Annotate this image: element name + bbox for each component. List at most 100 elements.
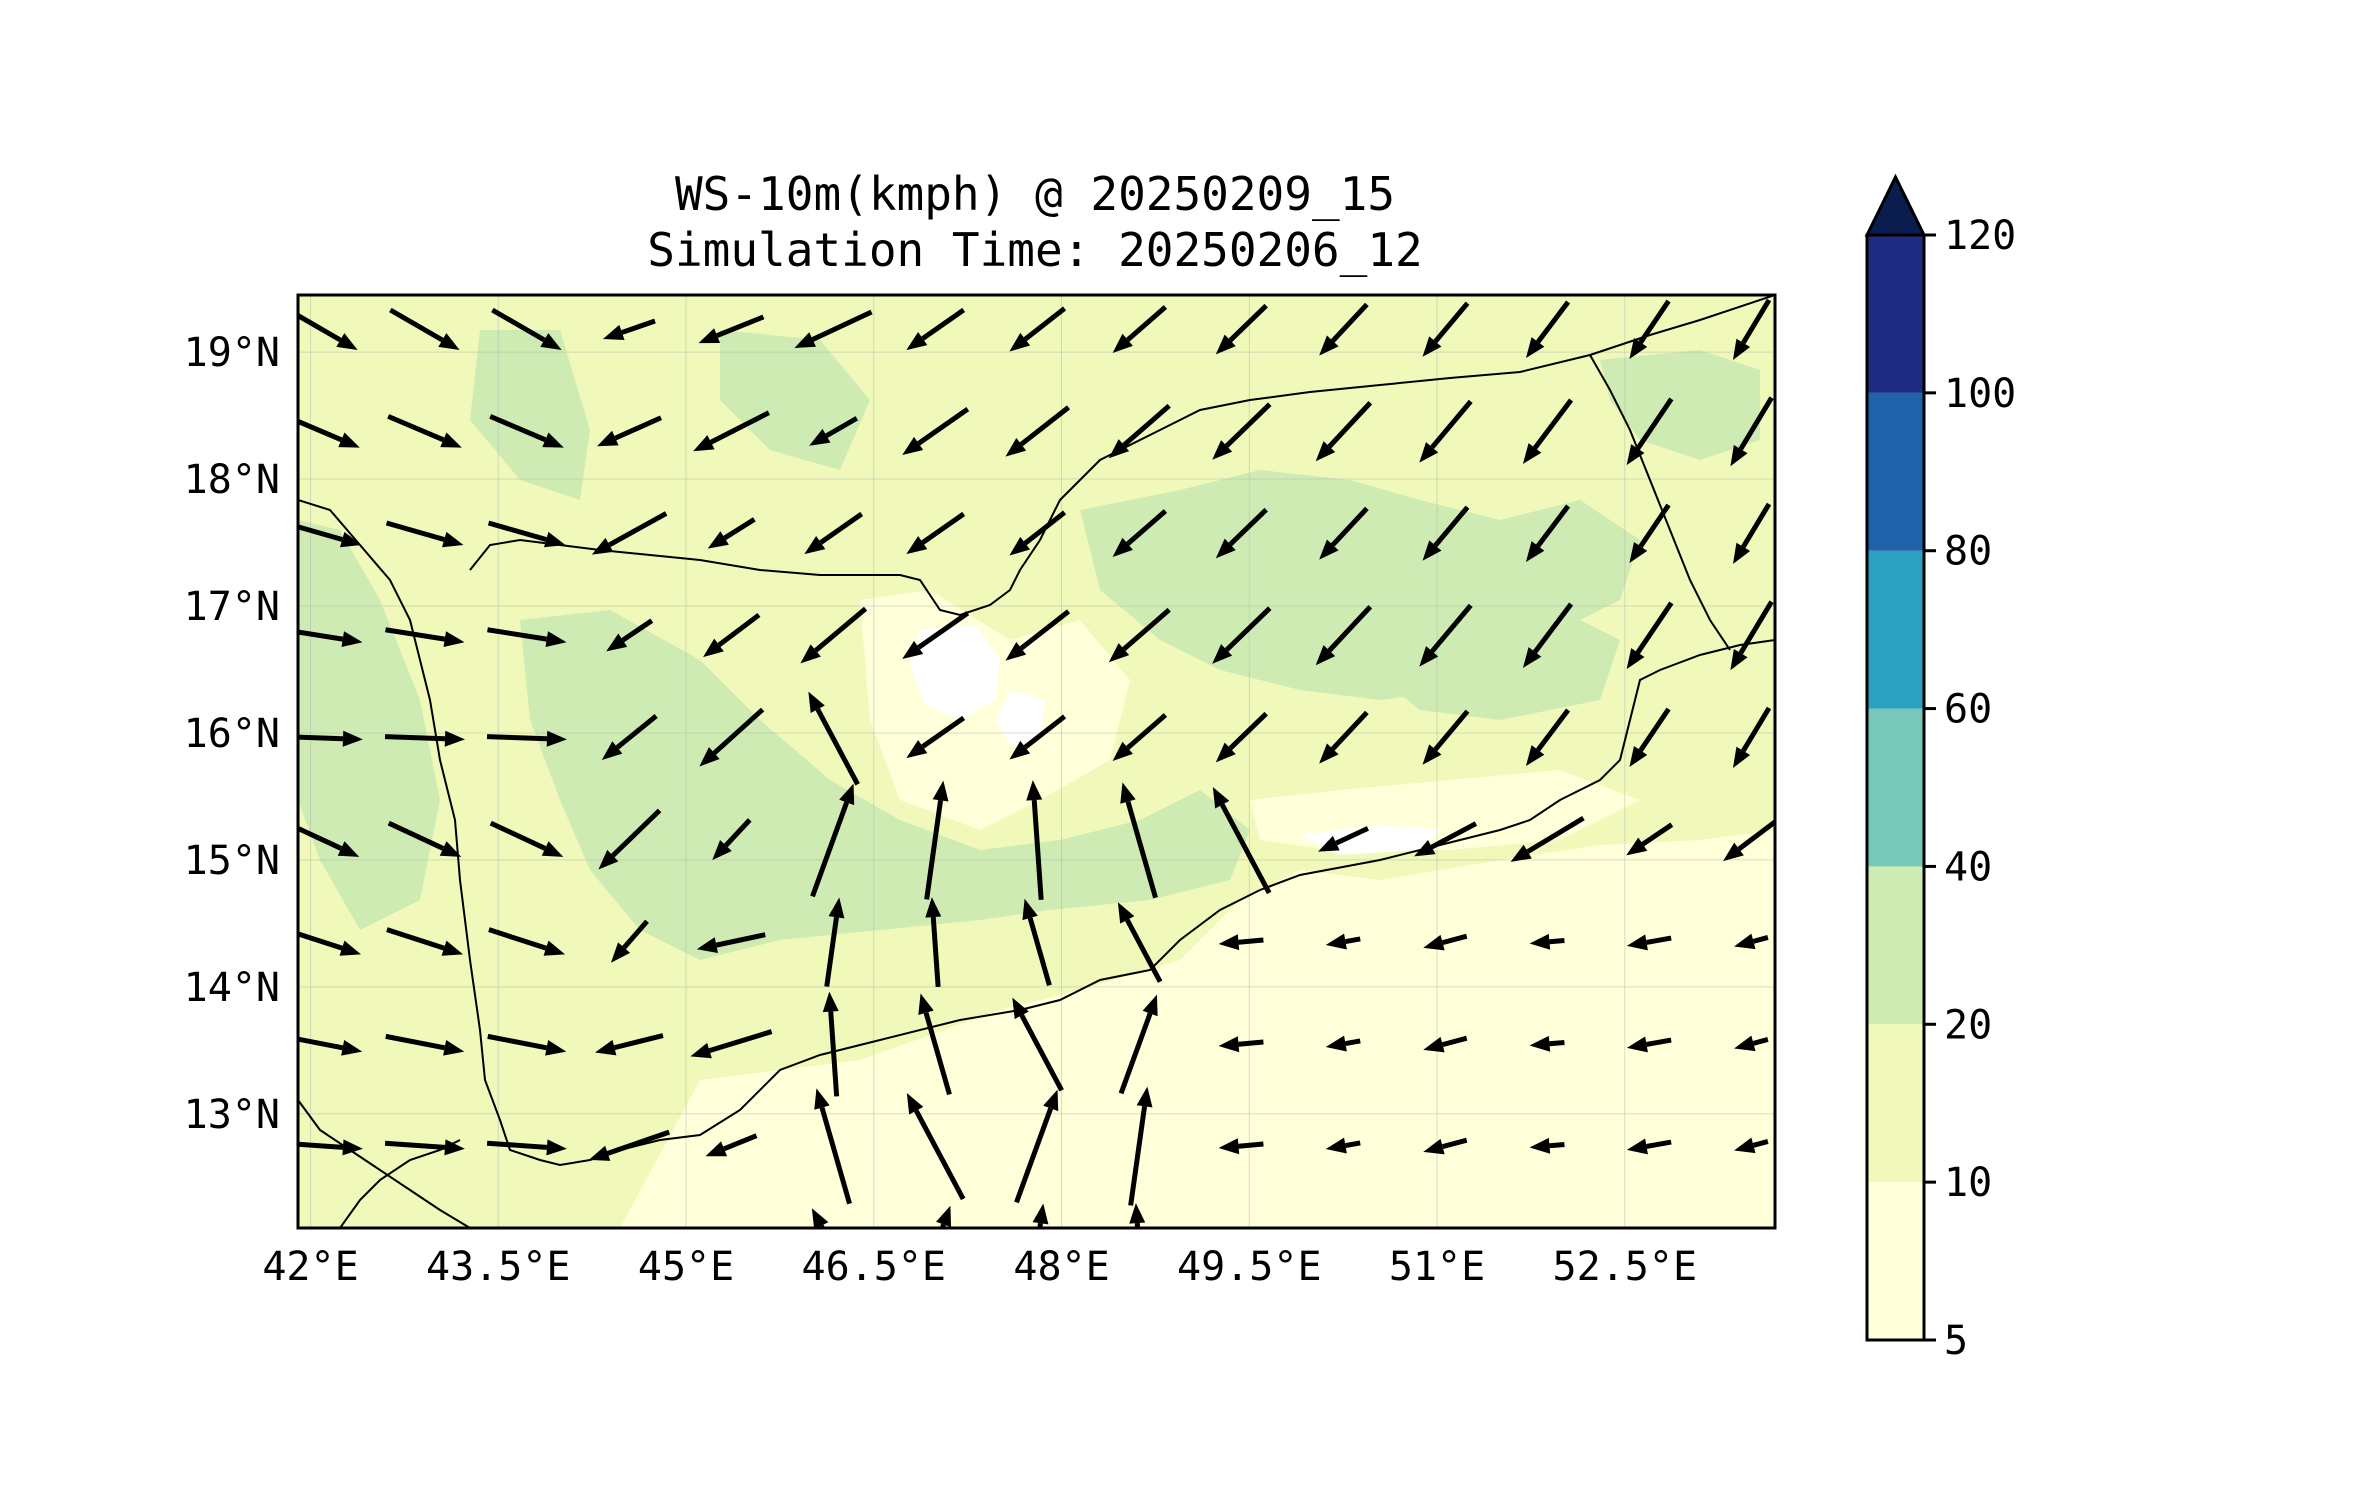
y-tick-label-2: 15°N bbox=[184, 838, 280, 884]
wind-arrow bbox=[703, 612, 761, 658]
wind-arrow bbox=[906, 307, 966, 351]
wind-arrow bbox=[1118, 994, 1158, 1095]
wind-arrow bbox=[1626, 934, 1672, 951]
colorbar-segment-5 bbox=[1867, 392, 1924, 551]
wind-arrow bbox=[588, 1129, 670, 1161]
wind-arrow bbox=[1009, 306, 1067, 352]
contour-20-40-north-1 bbox=[470, 330, 590, 500]
x-tick-label-4: 48°E bbox=[1013, 1244, 1109, 1290]
wind-arrow bbox=[1325, 1035, 1361, 1052]
y-tick-label-3: 16°N bbox=[184, 711, 280, 757]
wind-arrow bbox=[1319, 506, 1369, 560]
wind-arrow bbox=[1626, 822, 1674, 856]
x-axis-ticks: 42°E 43.5°E 45°E 46.5°E 48°E 49.5°E 51°E 52.5°E bbox=[262, 1244, 1697, 1290]
wind-arrow bbox=[1730, 600, 1774, 671]
wind-arrow bbox=[809, 416, 859, 446]
wind-arrow bbox=[1529, 1137, 1565, 1154]
wind-arrow bbox=[1215, 711, 1268, 763]
wind-arrow bbox=[298, 730, 363, 747]
wind-arrow bbox=[489, 820, 564, 857]
wind-arrow bbox=[1423, 933, 1468, 951]
wind-arrow bbox=[690, 1029, 773, 1059]
title-line-2: Simulation Time: 20250206_12 bbox=[647, 223, 1422, 277]
wind-arrow bbox=[384, 730, 465, 747]
wind-arrow bbox=[1525, 504, 1571, 562]
contour-20-40-far-east bbox=[1600, 350, 1760, 460]
wind-arrow bbox=[1128, 1086, 1153, 1206]
wind-arrow bbox=[1026, 780, 1044, 901]
wind-arrow bbox=[1032, 1203, 1049, 1228]
y-tick-label-4: 17°N bbox=[184, 584, 280, 630]
x-tick-label-7: 52.5°E bbox=[1553, 1244, 1698, 1290]
wind-arrow bbox=[1120, 782, 1158, 899]
coastlines-borders bbox=[298, 295, 1775, 1228]
wind-arrow bbox=[1730, 396, 1774, 467]
wind-arrow bbox=[1112, 305, 1168, 353]
wind-arrow bbox=[298, 312, 358, 350]
wind-arrow bbox=[918, 993, 952, 1096]
wind-arrow bbox=[1112, 713, 1168, 761]
wind-arrow bbox=[384, 1139, 465, 1156]
wind-arrow bbox=[1414, 821, 1478, 857]
wind-arrow bbox=[1629, 707, 1671, 768]
wind-arrow bbox=[902, 611, 970, 659]
wind-arrow bbox=[491, 307, 562, 350]
wind-arrow bbox=[1510, 815, 1585, 862]
wind-arrow bbox=[598, 808, 662, 870]
wind-arrow bbox=[1529, 933, 1565, 950]
coastline-red-sea bbox=[298, 499, 1775, 1167]
colorbar-frame bbox=[1865, 233, 1926, 1342]
contour-20-40-east bbox=[1370, 600, 1620, 720]
wind-arrow bbox=[298, 1036, 363, 1056]
wind-arrow bbox=[387, 414, 462, 448]
wind-arrow bbox=[606, 618, 654, 652]
wind-arrow bbox=[1525, 708, 1571, 766]
x-tick-label-5: 49.5°E bbox=[1177, 1244, 1322, 1290]
wind-arrow bbox=[804, 511, 864, 555]
colorbar-tick-label-0: 5 bbox=[1944, 1318, 1968, 1364]
wind-arrow bbox=[1522, 602, 1574, 668]
wind-arrow bbox=[924, 780, 949, 900]
colorbar-tick-label-7: 120 bbox=[1944, 213, 2016, 259]
wind-arrow bbox=[794, 309, 873, 348]
colorbar-tick-label-1: 10 bbox=[1944, 1160, 1992, 1206]
y-tick-label-6: 19°N bbox=[184, 330, 280, 376]
wind-arrow bbox=[811, 1208, 829, 1228]
wind-arrow bbox=[1129, 1203, 1146, 1228]
wind-vectors bbox=[298, 298, 1775, 1228]
wind-arrow bbox=[1423, 1137, 1468, 1155]
wind-arrow bbox=[1319, 710, 1369, 764]
wind-arrow bbox=[1325, 1137, 1361, 1154]
wind-arrow bbox=[906, 1093, 966, 1201]
wind-arrow bbox=[298, 1139, 363, 1156]
wind-arrow bbox=[385, 627, 465, 648]
colorbar-tick-label-5: 80 bbox=[1944, 529, 1992, 575]
wind-arrow bbox=[298, 418, 360, 448]
wind-arrow bbox=[1423, 1035, 1468, 1053]
x-tick-label-2: 45°E bbox=[638, 1244, 734, 1290]
colorbar-segment-6 bbox=[1867, 235, 1924, 393]
colorbar-tick-label-2: 20 bbox=[1944, 1002, 1992, 1048]
wind-arrow bbox=[707, 517, 756, 549]
wind-arrow bbox=[1212, 402, 1272, 460]
wind-arrow bbox=[1734, 1035, 1769, 1052]
wind-arrow bbox=[1626, 1036, 1672, 1053]
wind-arrow bbox=[1419, 399, 1473, 463]
colorbar-segment-3 bbox=[1867, 708, 1924, 867]
wind-arrow bbox=[487, 520, 566, 548]
colorbar-tick-label-3: 40 bbox=[1944, 844, 1992, 890]
wind-arrow bbox=[1525, 300, 1571, 358]
wind-arrow bbox=[800, 606, 868, 664]
wind-arrow bbox=[698, 314, 765, 344]
wind-arrow bbox=[298, 825, 360, 857]
x-tick-label-6: 51°E bbox=[1389, 1244, 1485, 1290]
wind-arrow bbox=[1319, 302, 1369, 356]
wind-arrow bbox=[1108, 403, 1171, 459]
colorbar-tick-label-4: 60 bbox=[1944, 687, 1992, 733]
wind-arrow bbox=[1318, 826, 1369, 852]
wind-arrow bbox=[705, 1133, 758, 1157]
wind-arrow bbox=[1626, 1138, 1672, 1155]
y-tick-label-0: 13°N bbox=[184, 1092, 280, 1138]
wind-arrow bbox=[1734, 933, 1769, 950]
